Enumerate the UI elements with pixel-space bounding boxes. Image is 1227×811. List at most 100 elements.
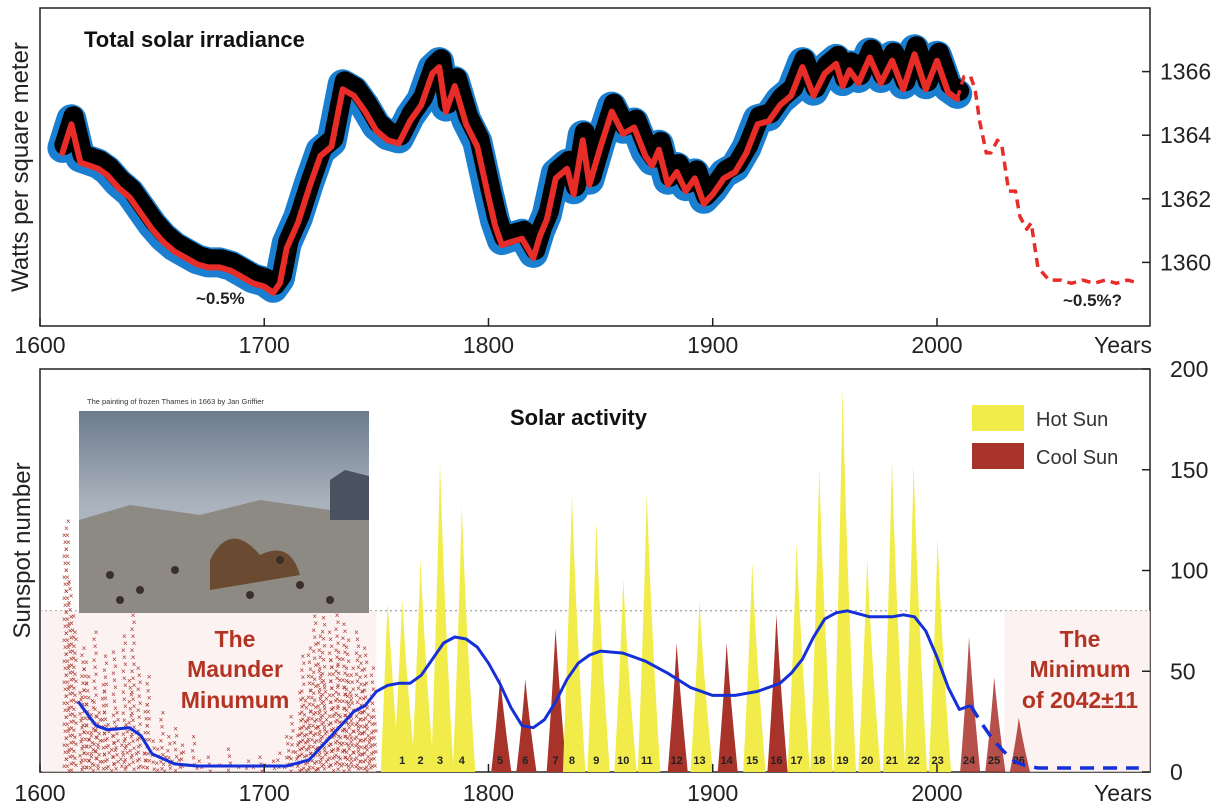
maunder-observation-mark: ×	[362, 743, 367, 752]
maunder-observation-mark: ×	[290, 762, 295, 771]
maunder-observation-mark: ×	[82, 728, 87, 737]
maunder-observation-mark: ×	[311, 731, 316, 740]
maunder-observation-mark: ×	[369, 729, 374, 738]
maunder-observation-mark: ×	[300, 765, 305, 774]
maunder-observation-mark: ×	[327, 691, 332, 700]
maunder-observation-mark: ×	[137, 671, 142, 680]
maunder-observation-mark: ×	[308, 665, 313, 674]
maunder-observation-mark: ×	[351, 727, 356, 736]
maunder-observation-mark: ×	[128, 683, 133, 692]
maunder-observation-mark: ×	[206, 753, 211, 762]
maunder-observation-mark: ×	[64, 713, 69, 722]
maunder-observation-mark: ×	[65, 636, 70, 645]
maunder-observation-mark: ×	[74, 761, 79, 770]
maunder-observation-mark: ×	[363, 735, 368, 744]
maunder-observation-mark: ×	[84, 721, 89, 730]
maunder-observation-mark: ×	[316, 723, 321, 732]
maunder-observation-mark: ×	[344, 748, 349, 757]
maunder-minimum-label: Maunder	[187, 656, 283, 682]
maunder-observation-mark: ×	[365, 703, 370, 712]
maunder-observation-mark: ×	[136, 748, 141, 757]
maunder-observation-mark: ×	[321, 677, 326, 686]
maunder-observation-mark: ×	[136, 685, 141, 694]
maunder-observation-mark: ×	[373, 720, 378, 729]
maunder-observation-mark: ×	[69, 697, 74, 706]
maunder-observation-mark: ×	[335, 716, 340, 725]
sunspot-x-axis-label: Years	[1094, 780, 1152, 806]
maunder-observation-mark: ×	[302, 731, 307, 740]
maunder-observation-mark: ×	[303, 717, 308, 726]
maunder-observation-mark: ×	[356, 747, 361, 756]
maunder-observation-mark: ×	[335, 758, 340, 767]
maunder-observation-mark: ×	[66, 517, 71, 526]
maunder-observation-mark: ×	[64, 734, 69, 743]
maunder-observation-mark: ×	[337, 739, 342, 748]
maunder-observation-mark: ×	[356, 663, 361, 672]
maunder-observation-mark: ×	[335, 662, 340, 671]
sunspot-cycle-peak	[380, 602, 399, 772]
maunder-observation-mark: ×	[177, 756, 182, 765]
maunder-observation-mark: ×	[93, 663, 98, 672]
maunder-observation-mark: ×	[314, 716, 319, 725]
maunder-observation-mark: ×	[298, 751, 303, 760]
maunder-observation-mark: ×	[89, 731, 94, 740]
maunder-observation-mark: ×	[88, 764, 93, 773]
maunder-observation-mark: ×	[144, 756, 149, 765]
maunder-observation-mark: ×	[298, 688, 303, 697]
maunder-observation-mark: ×	[368, 764, 373, 773]
maunder-observation-mark: ×	[300, 723, 305, 732]
maunder-observation-mark: ×	[101, 680, 106, 689]
maunder-observation-mark: ×	[65, 720, 70, 729]
maunder-observation-mark: ×	[145, 763, 150, 772]
maunder-observation-mark: ×	[100, 757, 105, 766]
maunder-observation-mark: ×	[81, 742, 86, 751]
maunder-observation-mark: ×	[327, 712, 332, 721]
maunder-observation-mark: ×	[359, 743, 364, 752]
maunder-observation-mark: ×	[312, 675, 317, 684]
maunder-observation-mark: ×	[317, 688, 322, 697]
maunder-observation-mark: ×	[227, 752, 232, 761]
maunder-observation-mark: ×	[342, 620, 347, 629]
maunder-observation-mark: ×	[111, 732, 116, 741]
maunder-observation-mark: ×	[104, 680, 109, 689]
maunder-observation-mark: ×	[78, 688, 83, 697]
maunder-observation-mark: ×	[244, 764, 249, 773]
maunder-observation-mark: ×	[307, 679, 312, 688]
maunder-observation-mark: ×	[136, 743, 141, 752]
maunder-observation-mark: ×	[356, 765, 361, 774]
maunder-observation-mark: ×	[343, 732, 348, 741]
maunder-observation-mark: ×	[329, 761, 334, 770]
maunder-observation-mark: ×	[319, 734, 324, 743]
maunder-observation-mark: ×	[348, 688, 353, 697]
maunder-observation-mark: ×	[123, 735, 128, 744]
maunder-observation-mark: ×	[71, 759, 76, 768]
maunder-observation-mark: ×	[260, 767, 265, 776]
maunder-observation-mark: ×	[352, 749, 357, 758]
maunder-observation-mark: ×	[324, 715, 329, 724]
maunder-observation-mark: ×	[300, 694, 305, 703]
maunder-observation-mark: ×	[84, 763, 89, 772]
maunder-observation-mark: ×	[289, 713, 294, 722]
maunder-observation-mark: ×	[66, 538, 71, 547]
maunder-observation-mark: ×	[131, 737, 136, 746]
maunder-observation-mark: ×	[64, 713, 69, 722]
maunder-observation-mark: ×	[128, 704, 133, 713]
maunder-observation-mark: ×	[304, 703, 309, 712]
maunder-observation-mark: ×	[306, 714, 311, 723]
maunder-observation-mark: ×	[85, 707, 90, 716]
maunder-observation-mark: ×	[334, 709, 339, 718]
maunder-observation-mark: ×	[346, 657, 351, 666]
maunder-observation-mark: ×	[69, 760, 74, 769]
maunder-observation-mark: ×	[342, 683, 347, 692]
maunder-observation-mark: ×	[102, 750, 107, 759]
maunder-observation-mark: ×	[147, 672, 152, 681]
maunder-observation-mark: ×	[102, 729, 107, 738]
maunder-observation-mark: ×	[343, 648, 348, 657]
maunder-observation-mark: ×	[312, 759, 317, 768]
maunder-observation-mark: ×	[143, 707, 148, 716]
maunder-observation-mark: ×	[129, 690, 134, 699]
maunder-observation-mark: ×	[172, 739, 177, 748]
maunder-observation-mark: ×	[80, 714, 85, 723]
maunder-observation-mark: ×	[348, 730, 353, 739]
